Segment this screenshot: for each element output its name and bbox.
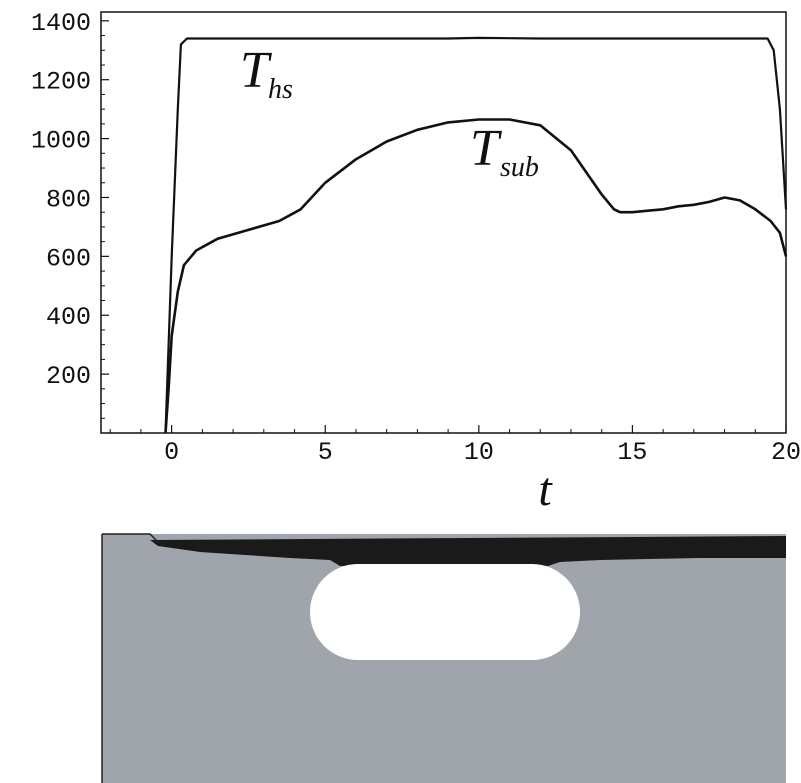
x-axis-label: t: [538, 463, 553, 515]
top-layer: [150, 536, 786, 566]
series-line-sub: [164, 118, 788, 434]
y-tick-label: 1200: [31, 68, 91, 97]
y-axis: 200 400 600 800 1000 1200 1400: [31, 9, 109, 419]
series-label-hs-sub: hs: [268, 74, 293, 105]
y-tick-label: 800: [46, 185, 91, 214]
legend-label-sub: T sub: [470, 120, 539, 183]
x-tick-label: 5: [318, 438, 333, 467]
y-tick-label: 400: [46, 303, 91, 332]
y-tick-label: 1400: [31, 9, 91, 38]
plot-border: [100, 11, 787, 434]
x-tick-label: 0: [164, 438, 179, 467]
series-line-hs: [164, 36, 788, 434]
substrate-cross-section: [101, 533, 786, 783]
x-tick-label: 20: [771, 438, 801, 467]
void-region: [310, 564, 580, 660]
series-label-sub-sub: sub: [500, 152, 539, 183]
y-tick-label: 200: [46, 362, 91, 391]
temperature-chart: 0 5 10 15 20 200 400 600 800 1000 1200 1400 T hs T…: [31, 9, 801, 515]
substrate-outline: [101, 533, 159, 783]
legend-label-hs: T hs: [240, 42, 293, 105]
x-tick-label: 15: [617, 438, 647, 467]
series-label-hs-main: T: [240, 42, 272, 99]
x-axis: 0 5 10 15 20: [109, 425, 801, 467]
y-tick-label: 600: [46, 244, 91, 273]
series-label-sub-main: T: [470, 120, 502, 177]
y-tick-label: 1000: [31, 127, 91, 156]
plot-frame: [100, 11, 787, 434]
x-tick-label: 10: [464, 438, 494, 467]
series-layer: [164, 36, 788, 434]
